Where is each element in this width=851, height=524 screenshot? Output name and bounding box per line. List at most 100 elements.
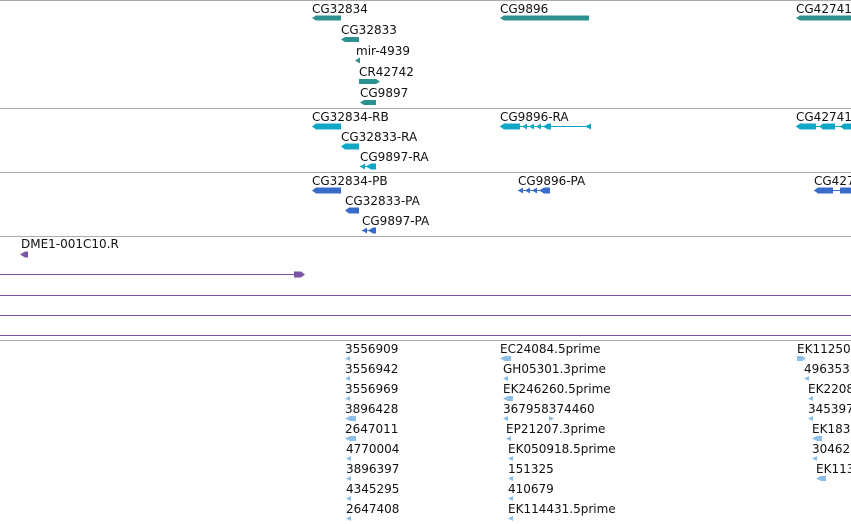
gene-bar-icon	[355, 57, 360, 64]
protein-label: CG9897-PA	[362, 214, 430, 228]
est-feature[interactable]: 2647408	[346, 502, 399, 521]
est-feature[interactable]: 2647011	[345, 422, 398, 441]
est-label: EK246260.5prime	[503, 382, 611, 396]
est-track: 3556909 3556942 3556969 3896428 2647011 …	[345, 342, 851, 521]
est-label: GH05301.3prime	[503, 362, 606, 376]
est-feature[interactable]: EK2208	[808, 382, 851, 401]
est-feature[interactable]: EK050918.5prime	[508, 442, 616, 461]
gene-feature[interactable]: mir-4939	[355, 44, 410, 64]
est-arrow-icon	[816, 476, 826, 481]
clone-span-feature[interactable]	[0, 271, 305, 278]
est-arrow-icon	[345, 416, 356, 421]
clone-marker-icon	[20, 251, 28, 258]
est-feature[interactable]: EP21207.3prime	[506, 422, 605, 441]
gene-bar-icon	[312, 15, 341, 21]
est-feature[interactable]: 3556942	[345, 362, 398, 381]
transcript-feature[interactable]: CG42741	[796, 110, 851, 130]
est-label: 345397	[808, 402, 851, 416]
transcript-track: CG32834-RB CG32833-RA CG9897-RA CG9896-R…	[312, 110, 851, 170]
gene-label: CG42741	[796, 2, 851, 16]
transcript-label: CG9897-RA	[360, 150, 429, 164]
est-label: 4770004	[346, 442, 399, 456]
est-feature[interactable]: EK113	[816, 462, 851, 481]
est-feature[interactable]: 345397	[808, 402, 851, 421]
est-arrow-icon	[804, 376, 809, 381]
est-feature[interactable]: 3556909	[345, 342, 398, 361]
transcript-feature[interactable]: CG32834-RB	[312, 110, 389, 130]
protein-exons-icon	[518, 187, 550, 194]
est-arrow-icon	[508, 456, 513, 461]
est-label: EC24084.5prime	[500, 342, 601, 356]
est-arrow-icon	[346, 496, 351, 501]
protein-feature[interactable]: CG32833-PA	[345, 194, 421, 214]
est-arrow-icon	[503, 396, 513, 401]
est-arrow-icon	[812, 436, 822, 441]
gene-feature[interactable]: CG9897	[360, 86, 408, 105]
gene-bar-icon	[359, 79, 380, 84]
transcript-label: CG9896-RA	[500, 110, 569, 124]
est-feature[interactable]: 367958374460	[503, 402, 595, 421]
gene-feature[interactable]: CG32833	[341, 23, 397, 42]
est-feature[interactable]: 3556969	[345, 382, 398, 401]
est-label: 3896397	[346, 462, 399, 476]
est-label: EK114431.5prime	[508, 502, 616, 516]
clone-span-arrow-icon	[294, 271, 305, 278]
est-arrow-icon	[503, 416, 554, 421]
protein-exons-icon	[814, 187, 851, 194]
gene-feature[interactable]: CG9896	[500, 2, 589, 21]
est-feature[interactable]: 30462	[812, 442, 850, 461]
est-feature[interactable]: GH05301.3prime	[503, 362, 606, 381]
est-feature[interactable]: EK11250	[797, 342, 851, 361]
est-feature[interactable]: 3896428	[345, 402, 398, 421]
transcript-feature[interactable]: CG32833-RA	[341, 130, 418, 150]
clone-track: DME1-001C10.R	[0, 237, 851, 336]
est-column-1: 3556909 3556942 3556969 3896428 2647011 …	[345, 342, 399, 521]
transcript-bar-icon	[341, 143, 359, 150]
protein-feature[interactable]: CG32834-PB	[312, 174, 388, 194]
est-feature[interactable]: EK114431.5prime	[508, 502, 616, 521]
est-feature[interactable]: EC24084.5prime	[500, 342, 601, 361]
gene-bar-icon	[500, 15, 589, 21]
gene-label: CR42742	[359, 65, 414, 79]
protein-label: CG32833-PA	[345, 194, 421, 208]
transcript-label: CG32833-RA	[341, 130, 418, 144]
est-feature[interactable]: 410679	[508, 482, 554, 501]
est-label: 3556969	[345, 382, 398, 396]
est-feature[interactable]: EK183	[812, 422, 850, 441]
protein-exons-icon	[362, 227, 376, 234]
protein-bar-icon	[345, 207, 359, 214]
protein-feature[interactable]: CG427	[814, 174, 851, 194]
est-arrow-icon	[508, 496, 513, 501]
gene-feature[interactable]: CG42741	[796, 2, 851, 21]
est-feature[interactable]: 151325	[508, 462, 554, 481]
est-label: 151325	[508, 462, 554, 476]
est-label: EK11250	[797, 342, 851, 356]
transcript-feature[interactable]: CG9897-RA	[360, 150, 429, 170]
est-arrow-icon	[346, 456, 351, 461]
est-feature[interactable]: 496353	[804, 362, 850, 381]
est-label: 4345295	[346, 482, 399, 496]
est-feature[interactable]: 4345295	[346, 482, 399, 501]
est-column-3: EK11250 496353 EK2208 345397 EK183 30462…	[797, 342, 851, 481]
gene-feature[interactable]: CG32834	[312, 2, 368, 21]
est-feature[interactable]: 3896397	[346, 462, 399, 481]
est-arrow-icon	[506, 436, 511, 441]
transcript-label: CG32834-RB	[312, 110, 389, 124]
est-label: 3556942	[345, 362, 398, 376]
protein-bar-icon	[312, 187, 341, 194]
est-feature[interactable]: 4770004	[346, 442, 399, 461]
est-label: 2647011	[345, 422, 398, 436]
est-arrow-icon	[808, 416, 813, 421]
transcript-feature[interactable]: CG9896-RA	[500, 110, 591, 130]
est-arrow-icon	[797, 356, 806, 361]
clone-feature[interactable]: DME1-001C10.R	[20, 237, 119, 258]
protein-label: CG427	[814, 174, 851, 188]
clone-label: DME1-001C10.R	[21, 237, 119, 251]
est-feature[interactable]: EK246260.5prime	[503, 382, 611, 401]
gene-feature[interactable]: CR42742	[359, 65, 414, 84]
transcript-exons-icon	[500, 123, 591, 130]
protein-feature[interactable]: CG9897-PA	[362, 214, 430, 234]
protein-feature[interactable]: CG9896-PA	[518, 174, 586, 194]
est-arrow-icon	[345, 356, 350, 361]
gene-bar-icon	[341, 37, 359, 42]
